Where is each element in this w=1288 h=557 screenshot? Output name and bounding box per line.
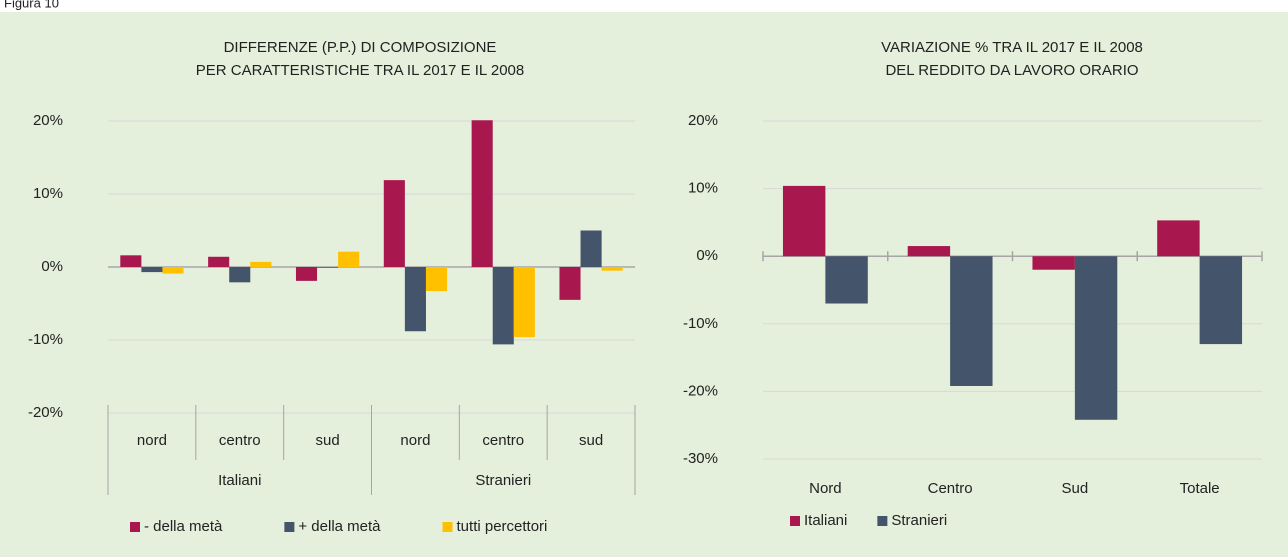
chart-title: DIFFERENZE (P.P.) DI COMPOSIZIONE	[224, 39, 497, 56]
legend-label: - della metà	[144, 518, 223, 535]
bar	[425, 267, 448, 292]
bar	[208, 256, 230, 267]
bar	[404, 267, 426, 332]
x-tick-label: nord	[400, 432, 430, 449]
y-tick-label: -30%	[683, 450, 718, 467]
bar	[120, 255, 142, 267]
bar	[1032, 256, 1075, 270]
y-tick-label: -10%	[683, 315, 718, 332]
x-tick-label: centro	[482, 432, 524, 449]
legend-swatch	[130, 522, 140, 532]
y-tick-label: 0%	[696, 247, 718, 264]
x-tick-label: Sud	[1062, 480, 1089, 497]
chart-title: PER CARATTERISTICHE TRA IL 2017 E IL 200…	[196, 62, 524, 79]
bar	[338, 251, 360, 267]
bar	[162, 267, 184, 274]
y-tick-label: -20%	[28, 404, 63, 421]
y-tick-label: -10%	[28, 331, 63, 348]
x-tick-label: Centro	[928, 480, 973, 497]
bar	[1074, 256, 1118, 420]
bar	[950, 256, 993, 386]
bar	[1199, 256, 1243, 345]
legend-label: Italiani	[804, 512, 847, 529]
y-tick-label: 0%	[41, 258, 63, 275]
x-tick-label: Nord	[809, 480, 842, 497]
y-tick-label: -20%	[683, 382, 718, 399]
y-tick-label: 20%	[688, 112, 718, 129]
group-label: Stranieri	[475, 472, 531, 489]
group-label: Italiani	[218, 472, 261, 489]
bar	[317, 267, 339, 268]
x-tick-label: Totale	[1180, 480, 1220, 497]
bar	[601, 267, 623, 271]
x-tick-label: sud	[579, 432, 603, 449]
bar	[1157, 220, 1200, 257]
bar	[492, 267, 514, 345]
legend-swatch	[442, 522, 453, 532]
bar	[250, 261, 272, 267]
bar	[580, 230, 602, 267]
bar	[559, 267, 581, 300]
background	[0, 12, 1288, 557]
bar	[383, 180, 405, 267]
chart-title: VARIAZIONE % TRA IL 2017 E IL 2008	[881, 39, 1143, 56]
bar	[295, 267, 318, 281]
bar	[782, 185, 826, 257]
x-tick-label: sud	[315, 432, 339, 449]
y-tick-label: 20%	[33, 112, 63, 129]
y-tick-label: 10%	[33, 185, 63, 202]
x-tick-label: centro	[219, 432, 261, 449]
chart-title: DEL REDDITO DA LAVORO ORARIO	[885, 62, 1138, 79]
bar	[471, 120, 493, 268]
x-tick-label: nord	[137, 432, 167, 449]
legend-label: tutti percettori	[457, 518, 548, 535]
legend-swatch	[790, 516, 800, 526]
y-tick-label: 10%	[688, 180, 718, 197]
legend-swatch	[877, 516, 888, 526]
bar	[513, 267, 535, 338]
bar	[229, 267, 251, 283]
legend-swatch	[284, 522, 295, 532]
figure-label: Figura 10	[4, 0, 59, 10]
bar	[141, 267, 163, 273]
legend-label: Stranieri	[891, 512, 947, 529]
bar	[825, 256, 868, 304]
legend-label: + della metà	[298, 518, 381, 535]
bar	[907, 246, 951, 257]
